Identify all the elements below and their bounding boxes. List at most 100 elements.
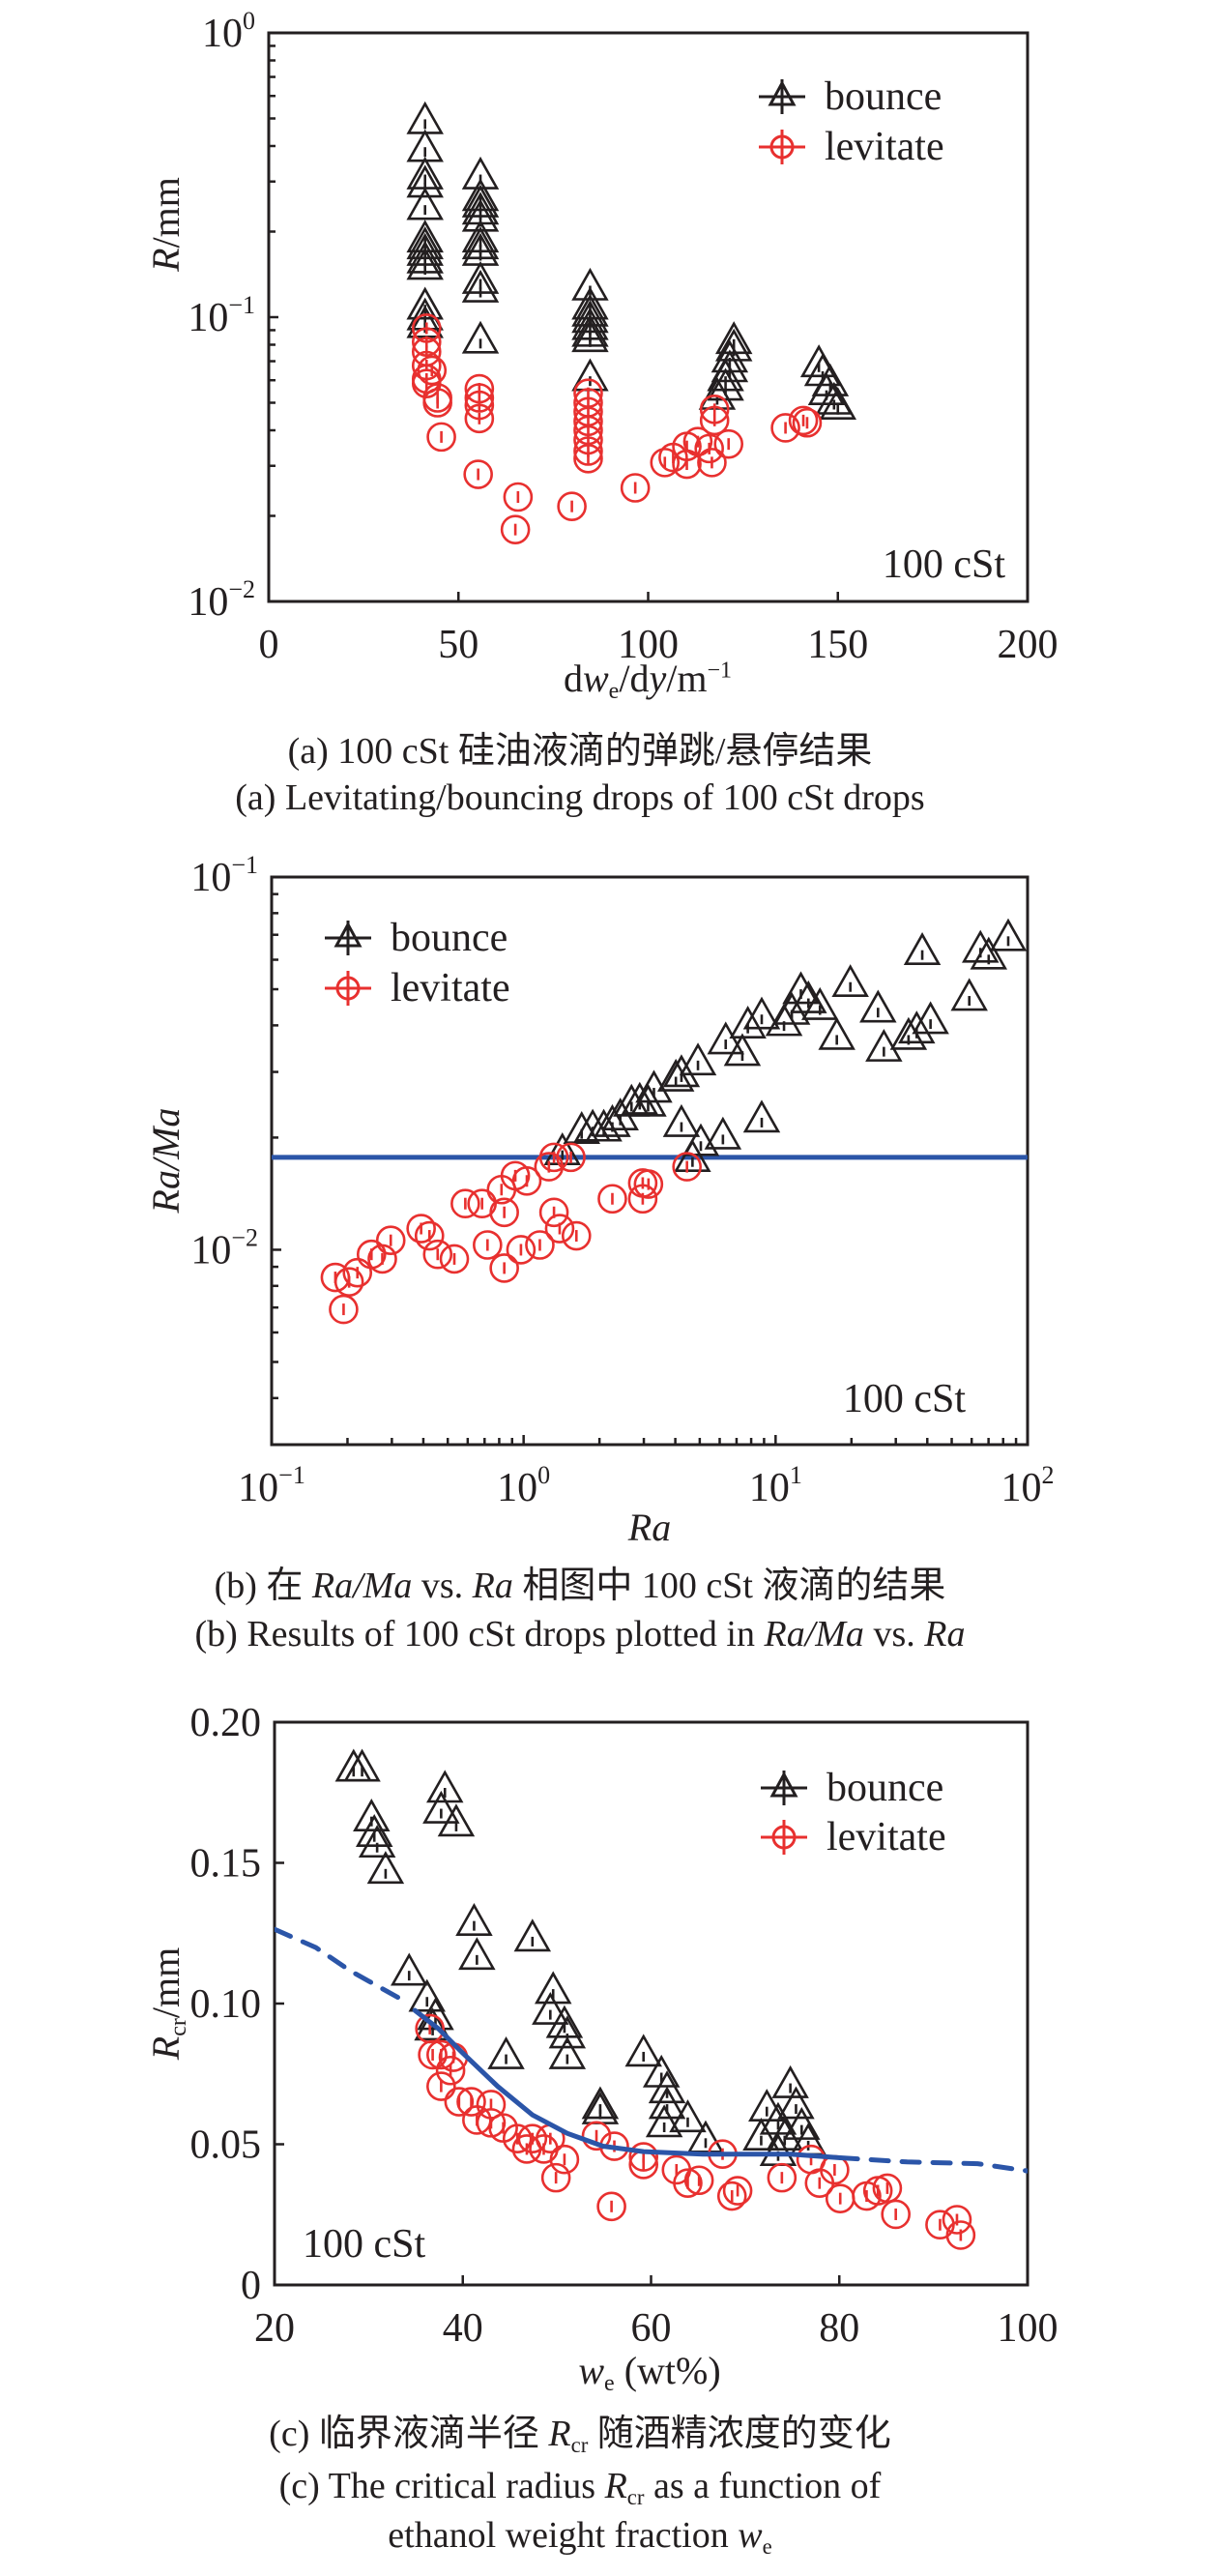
data-point-levitate <box>925 2210 955 2240</box>
triangle-marker-shape <box>534 1971 572 2005</box>
data-point-levitate <box>525 1230 555 1260</box>
x-tick-label-exponent: −1 <box>278 1461 305 1489</box>
legend: bounce levitate <box>759 74 944 169</box>
caption-part: Ra <box>472 1566 513 1606</box>
triangle-marker-shape <box>704 1116 742 1150</box>
triangle-marker-shape <box>772 991 811 1025</box>
triangle-marker-shape <box>903 932 942 965</box>
legend-entry-bounce <box>761 1771 807 1805</box>
data-point-bounce <box>970 936 1008 970</box>
x-tick-label: 50 <box>438 623 478 667</box>
data-point-bounce <box>645 2104 683 2138</box>
triangle-marker-shape <box>698 376 737 410</box>
y-tick-label-exponent: −2 <box>228 575 255 603</box>
circle-marker-shape <box>672 1152 702 1182</box>
triangle-marker-shape <box>406 305 444 338</box>
plot-area <box>275 1748 1028 2250</box>
circle-marker-shape <box>418 2039 448 2070</box>
extrapolated-fit-curve <box>837 2155 1028 2174</box>
ylabel-part: R <box>144 2035 188 2061</box>
xlabel-part: d <box>563 657 583 700</box>
triangle-marker-shape <box>748 2089 786 2122</box>
legend-label: bounce <box>825 74 942 119</box>
y-tick-label-base: 10 <box>190 1228 231 1273</box>
triangle-marker-shape <box>355 1814 393 1847</box>
circle-marker-shape <box>770 413 800 443</box>
triangle-marker-shape <box>391 1952 428 1986</box>
circle-marker-shape <box>422 388 452 418</box>
y-tick-label-base: 10 <box>188 580 228 625</box>
legend-entry-bounce <box>759 79 805 114</box>
circle-marker-shape <box>511 2134 542 2164</box>
caption-part: vs. <box>412 1566 473 1606</box>
data-point-levitate <box>456 2087 486 2117</box>
legend-circle-icon <box>335 976 361 1001</box>
data-point-bounce <box>679 1042 717 1076</box>
circle-marker-shape <box>673 2168 703 2198</box>
circle-marker-shape <box>375 1225 406 1255</box>
data-point-bounce <box>426 1770 464 1803</box>
y-tick-label: 0.10 <box>190 1982 262 2027</box>
circle-marker-shape <box>713 428 744 459</box>
data-point-levitate <box>881 2199 911 2230</box>
data-point-levitate <box>942 2205 972 2235</box>
y-tick-label-exponent: −1 <box>231 851 258 879</box>
viscosity-annotation: 100 cSt <box>303 2222 426 2267</box>
y-tick-label: 10−1 <box>188 291 255 340</box>
data-point-levitate <box>506 1235 536 1265</box>
xlabel-part: w <box>582 657 609 700</box>
ylabel-part: /mm <box>144 1947 188 2019</box>
data-point-levitate <box>426 2071 456 2101</box>
y-tick-label-exponent: 0 <box>243 7 255 35</box>
data-point-bounce <box>532 1991 569 2025</box>
triangle-marker-shape <box>742 1099 781 1133</box>
triangle-marker-shape <box>656 1058 695 1092</box>
triangle-marker-shape <box>742 996 781 1030</box>
data-point-bounce <box>801 986 839 1020</box>
xlabel-part: w <box>578 2349 605 2392</box>
circle-marker-shape <box>476 2108 507 2138</box>
data-point-levitate <box>713 428 744 459</box>
xlabel-part: e <box>604 2371 615 2397</box>
x-tick-label: 150 <box>807 623 868 667</box>
data-point-bounce <box>903 932 942 965</box>
data-point-levitate <box>722 2176 753 2206</box>
circle-marker-shape <box>489 1253 519 1283</box>
legend-triangle-icon <box>334 921 362 948</box>
triangle-marker-shape <box>458 1937 496 1971</box>
caption-part: R <box>604 2466 627 2506</box>
data-point-bounce <box>950 978 988 1011</box>
triangle-marker-shape <box>859 989 897 1023</box>
circle-marker-shape <box>699 405 730 436</box>
x-tick-label: 200 <box>998 623 1058 667</box>
xlabel-part: /d <box>619 657 650 700</box>
circle-marker-shape <box>627 1184 658 1215</box>
extrapolated-fit-curve <box>275 1926 401 2001</box>
y-tick-label: 10−2 <box>190 1223 258 1273</box>
caption-part: (c) The critical radius <box>278 2466 605 2506</box>
circle-marker-shape <box>414 1220 445 1251</box>
circle-marker-shape <box>426 2071 456 2101</box>
circle-marker-shape <box>573 443 603 474</box>
circle-marker-shape <box>426 2039 456 2070</box>
data-point-bounce <box>461 320 500 354</box>
caption-part: cr <box>626 2484 645 2509</box>
circle-marker-shape <box>573 436 603 466</box>
data-point-bounce <box>865 1028 903 1062</box>
ylabel-var: R <box>144 248 188 272</box>
data-point-levitate <box>596 2191 626 2222</box>
data-point-levitate <box>489 1253 519 1283</box>
xlabel-part: /m <box>666 657 708 700</box>
circle-marker-shape <box>556 1142 586 1173</box>
circle-marker-shape <box>500 514 531 544</box>
circle-marker-shape <box>694 433 724 464</box>
legend-circle-icon <box>771 1825 797 1850</box>
chart-panel-a: 0 50 100 150 20010010−110−2bouncelevitate100… <box>188 7 1058 667</box>
data-point-bounce <box>912 1001 949 1035</box>
triangle-marker-shape <box>455 1903 493 1936</box>
circle-marker-shape <box>683 2165 714 2196</box>
data-point-bounce <box>414 2007 451 2041</box>
triangle-marker-shape <box>487 2035 525 2069</box>
data-point-bounce <box>358 1825 396 1859</box>
legend: bounce levitate <box>325 916 510 1010</box>
